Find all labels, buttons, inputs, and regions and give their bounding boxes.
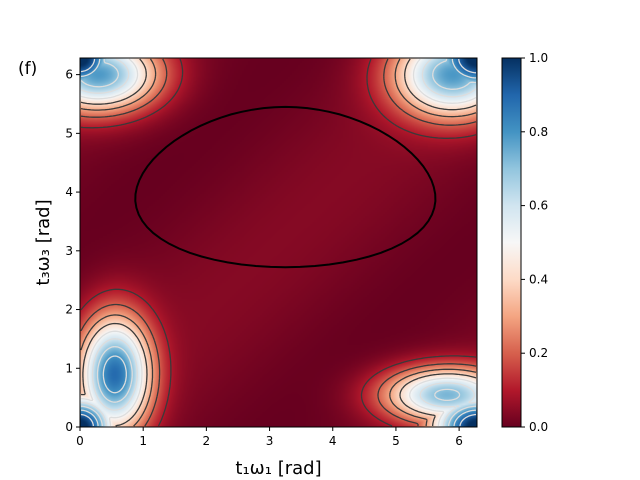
x-tick-label: 3 bbox=[266, 434, 274, 448]
contour-line bbox=[80, 58, 477, 427]
y-tick-label: 1 bbox=[65, 361, 73, 375]
y-tick-label: 4 bbox=[65, 185, 73, 199]
heatmap-plot: 0 1 2 3 4 5 6 0 1 2 3 4 5 6 t₁ω₁ [rad] t₃ω₃ [rad] bbox=[33, 57, 478, 479]
y-tick-label: 6 bbox=[65, 68, 73, 82]
y-axis-label: t₃ω₃ [rad] bbox=[33, 199, 54, 285]
colorbar: 0.0 0.2 0.4 0.6 0.8 1.0 bbox=[501, 51, 548, 434]
colorbar-frame bbox=[501, 57, 522, 428]
contour-line bbox=[80, 58, 477, 427]
colorbar-tick-label: 1.0 bbox=[529, 51, 548, 65]
x-tick-label: 5 bbox=[392, 434, 400, 448]
contour-line bbox=[80, 58, 477, 427]
contour-line bbox=[80, 58, 477, 427]
contour-line bbox=[80, 58, 477, 427]
colorbar-gradient bbox=[502, 58, 521, 427]
zero-region-outline bbox=[134, 105, 437, 269]
colorbar-tick-label: 0.8 bbox=[529, 125, 548, 139]
x-tick-label: 0 bbox=[76, 434, 84, 448]
x-tick-label: 6 bbox=[455, 434, 463, 448]
plot-frame bbox=[79, 57, 478, 428]
colorbar-tick-label: 0.6 bbox=[529, 199, 548, 213]
colorbar-tick-label: 0.4 bbox=[529, 272, 548, 286]
x-tick-label: 2 bbox=[203, 434, 211, 448]
y-tick-label: 5 bbox=[65, 126, 73, 140]
contour-line bbox=[80, 58, 477, 427]
y-axis-ticks: 0 1 2 3 4 5 6 bbox=[65, 68, 80, 434]
contour-line bbox=[80, 58, 477, 427]
x-axis-label: t₁ω₁ [rad] bbox=[235, 458, 321, 479]
heatmap-raster bbox=[80, 58, 477, 427]
y-tick-label: 3 bbox=[65, 244, 73, 258]
y-tick-label: 0 bbox=[65, 420, 73, 434]
x-axis-ticks: 0 1 2 3 4 5 6 bbox=[76, 427, 463, 448]
contour-lines bbox=[80, 58, 477, 427]
contour-line bbox=[80, 58, 477, 427]
contour-line bbox=[80, 58, 477, 427]
x-tick-label: 1 bbox=[139, 434, 147, 448]
panel-label: (f) bbox=[18, 59, 37, 79]
colorbar-ticks: 0.0 0.2 0.4 0.6 0.8 1.0 bbox=[521, 51, 548, 434]
x-tick-label: 4 bbox=[329, 434, 337, 448]
y-tick-label: 2 bbox=[65, 303, 73, 317]
colorbar-tick-label: 0.2 bbox=[529, 346, 548, 360]
colorbar-tick-label: 0.0 bbox=[529, 420, 548, 434]
